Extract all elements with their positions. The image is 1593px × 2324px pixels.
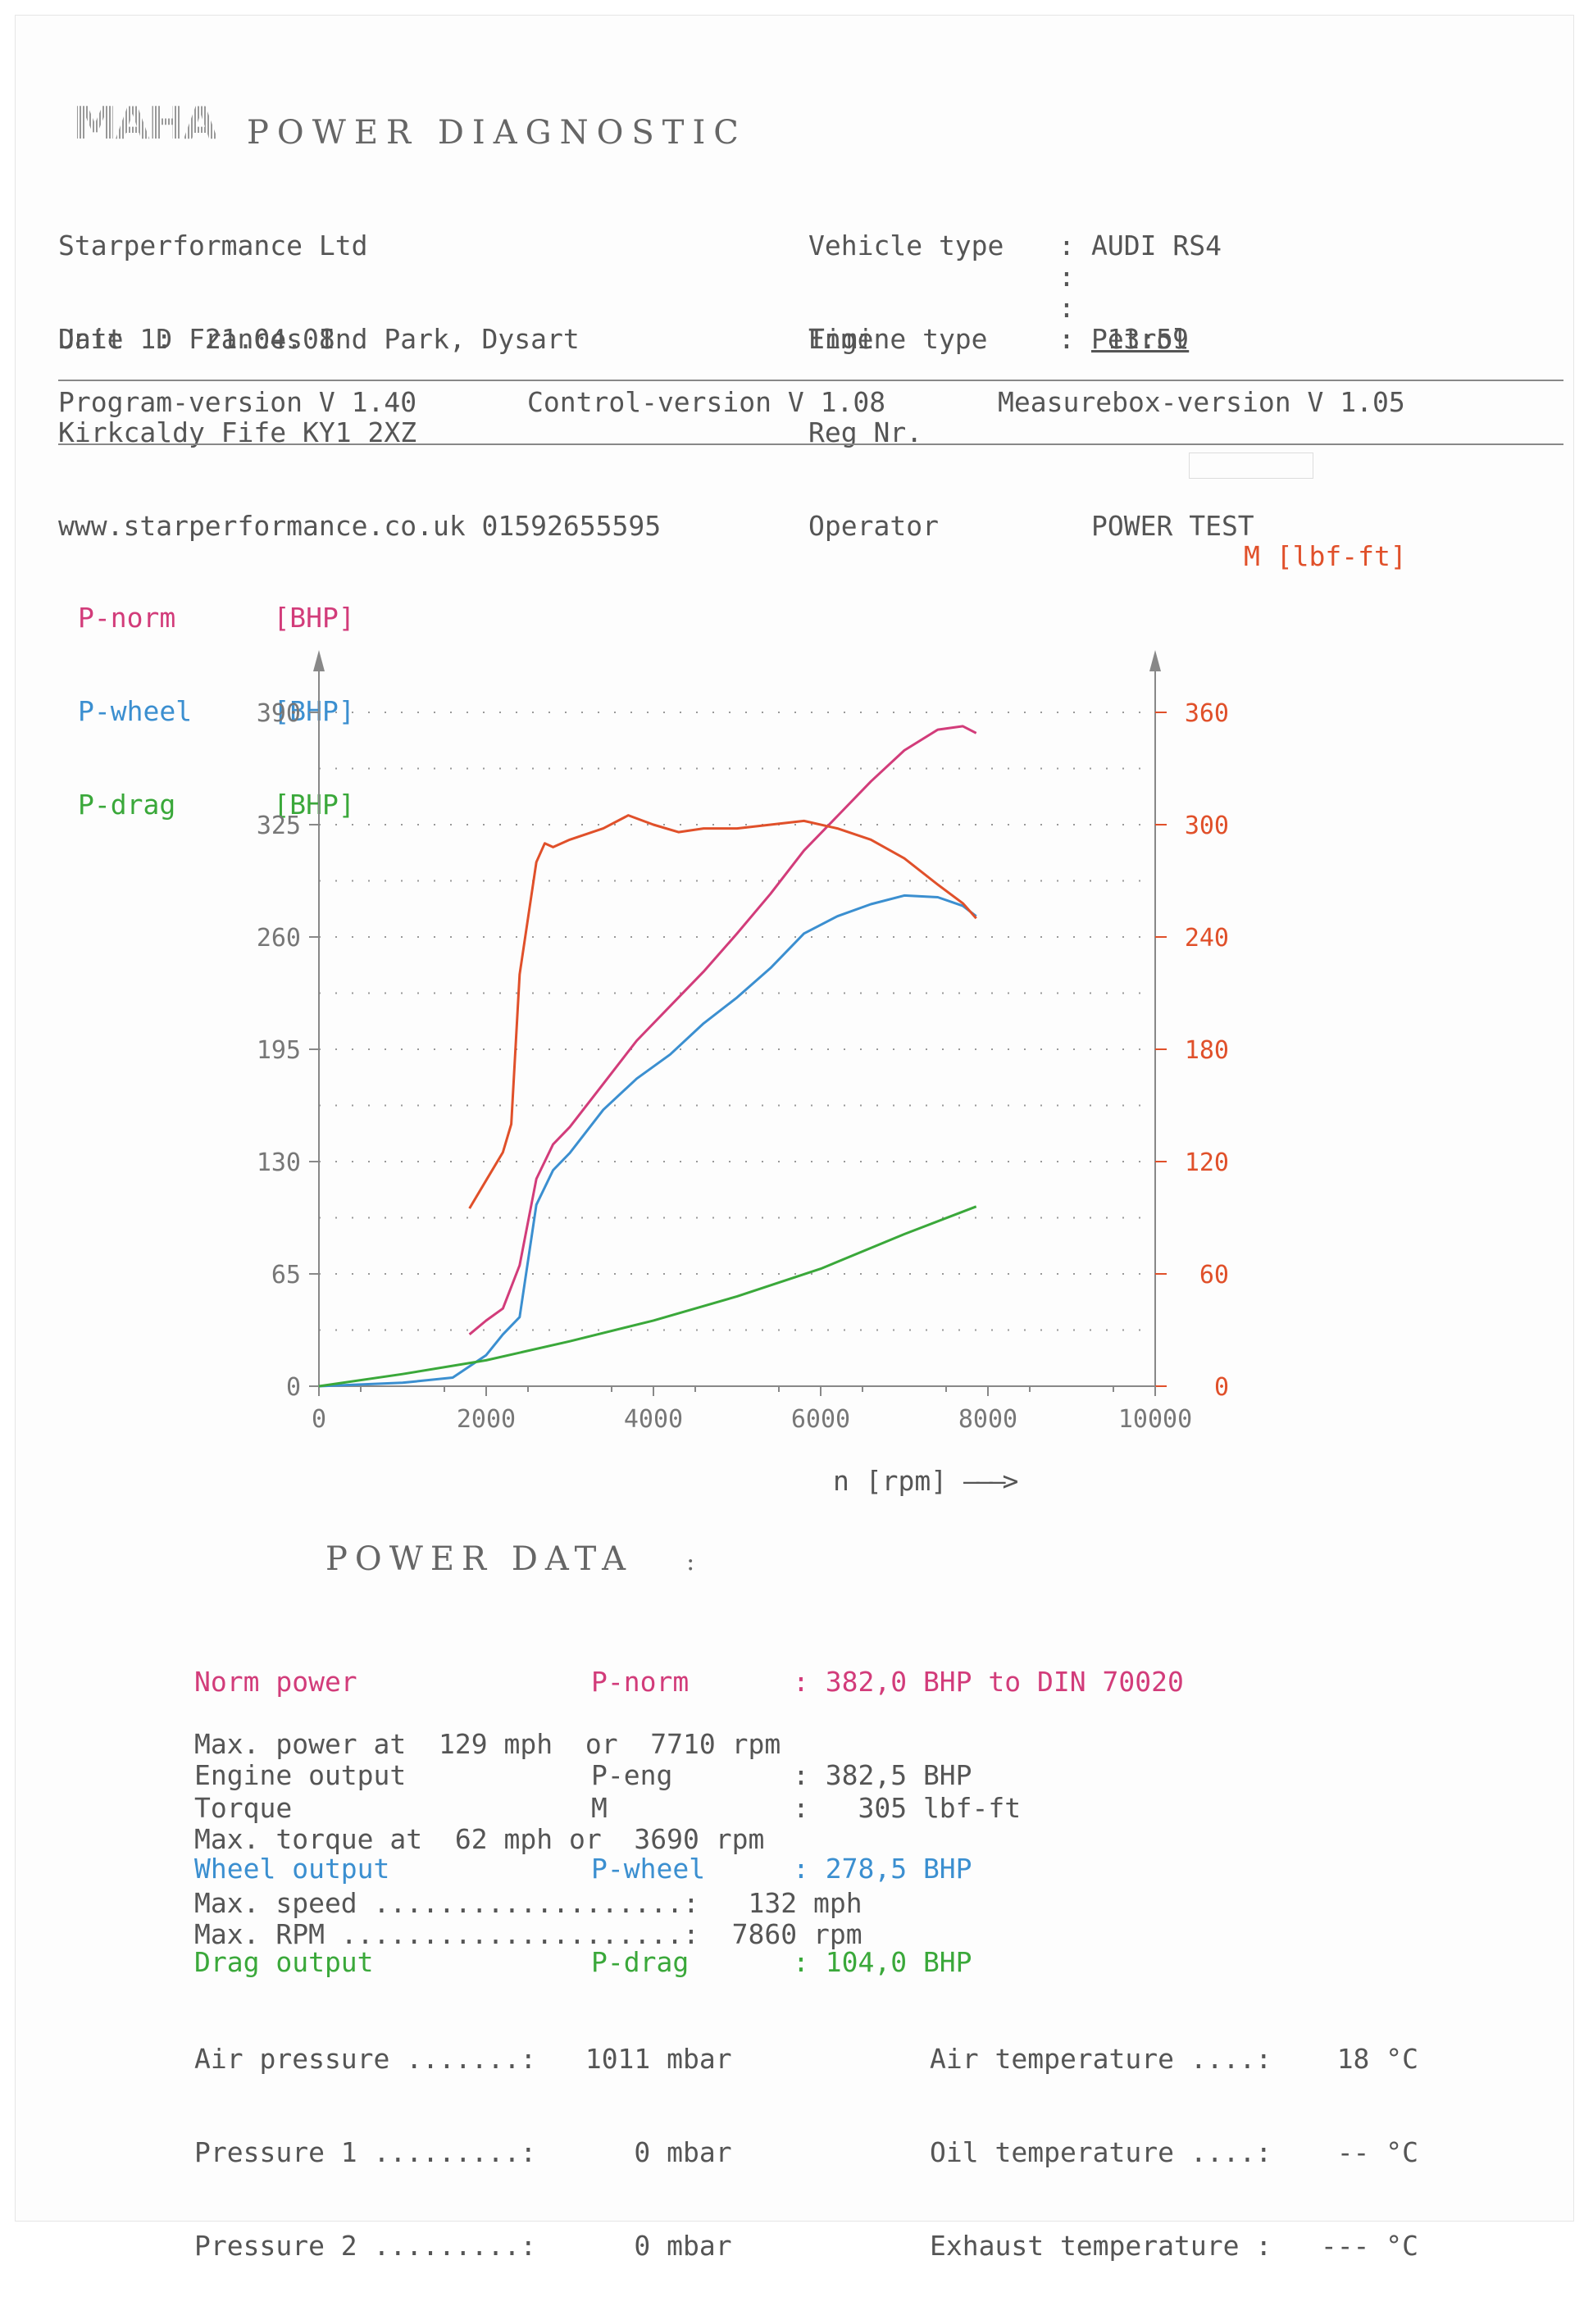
date-row: Date : 21.04.08 xyxy=(58,323,335,355)
engine-type-label: Engine type xyxy=(808,323,988,355)
y-tick-label-right: 300 xyxy=(1185,812,1229,840)
series-line-p-drag xyxy=(318,1205,977,1388)
date-value: 21.04.08 xyxy=(204,323,335,355)
dyno-report-sheet: MAHA POWER DIAGNOSTIC Starperformance Lt… xyxy=(15,15,1574,2262)
norm-power-value: : 382,0 BHP to DIN 70020 xyxy=(793,1666,1184,1698)
vehicle-colons: :::: xyxy=(1058,230,1075,355)
y-tick-label-left: 195 xyxy=(257,1036,301,1065)
y-tick-label-right: 180 xyxy=(1185,1036,1229,1065)
temperature-block: Air temperature ....: 18 °C Oil temperat… xyxy=(930,1981,1418,2324)
series-line-p-norm xyxy=(468,725,977,1335)
operator-label: Operator xyxy=(808,510,939,542)
x-tick-label: 6000 xyxy=(791,1405,850,1434)
dyno-chart: 0 65 130 195 260 325 390 0 60 120 180 240 300 360 0 200… xyxy=(257,650,1229,1434)
x-tick-label: 10000 xyxy=(1118,1405,1192,1434)
control-version: Control-version V 1.08 xyxy=(527,386,886,418)
vehicle-type-label: Vehicle type xyxy=(808,230,1004,262)
time-value: 13:59 xyxy=(1107,323,1189,355)
air-temperature-line: Air temperature ....: 18 °C xyxy=(930,2043,1419,2075)
y-tick-label-left: 325 xyxy=(257,812,301,840)
program-version: Program-version V 1.40 xyxy=(58,386,417,418)
max-speed-line: Max. speed ...................: 132 mph xyxy=(194,1887,862,1919)
company-name: Starperformance Ltd xyxy=(58,230,368,262)
y-tick-label-right: 60 xyxy=(1199,1261,1229,1289)
vehicle-labels: Vehicle type Engine type Reg Nr. Operato… xyxy=(808,168,1004,604)
pressure1-line: Pressure 1 .........: 0 mbar xyxy=(194,2136,732,2168)
pressure2-line: Pressure 2 .........: 0 mbar xyxy=(194,2230,732,2262)
date-label: Date xyxy=(58,323,124,355)
y-tick-label-left: 260 xyxy=(257,924,301,953)
max-torque-line: Max. torque at 62 mph or 3690 rpm xyxy=(194,1823,765,1855)
y-tick-label-right: 240 xyxy=(1185,924,1229,953)
wheel-output-label: Wheel output xyxy=(194,1853,390,1885)
max-power-line: Max. power at 129 mph or 7710 rpm xyxy=(194,1728,781,1760)
torque-label: Torque xyxy=(194,1792,293,1824)
x-tick-label: 4000 xyxy=(624,1405,683,1434)
chart-grid xyxy=(319,712,1155,1331)
measurebox-version: Measurebox-version V 1.05 xyxy=(998,386,1405,418)
power-data-symbols: P-norm P-eng P-wheel P-drag xyxy=(591,1604,705,2040)
torque-axis-label: M [lbf-ft] xyxy=(1244,540,1407,572)
y-tick-label-left: 130 xyxy=(257,1148,301,1177)
y-tick-label-right: 120 xyxy=(1185,1148,1229,1177)
vehicle-values: AUDI RS4 Petrol POWER TEST xyxy=(1091,168,1314,604)
drag-output-symbol: P-drag xyxy=(591,1946,690,1978)
rule-bottom xyxy=(58,443,1563,445)
vehicle-type-value: AUDI RS4 xyxy=(1091,230,1222,262)
y-axis-left-arrow xyxy=(313,650,325,671)
pressure-block: Air pressure .......: 1011 mbar Pressure… xyxy=(194,1981,732,2324)
power-data-labels: Norm power Engine output Wheel output Dr… xyxy=(194,1604,406,2040)
air-pressure-line: Air pressure .......: 1011 mbar xyxy=(194,2043,732,2075)
drag-output-label: Drag output xyxy=(194,1946,374,1978)
time-label: Time xyxy=(808,323,874,355)
engine-output-symbol: P-eng xyxy=(591,1759,673,1791)
y-tick-label-left: 65 xyxy=(271,1261,301,1289)
company-address: Unit 1D Frances Ind Park, Dysart xyxy=(58,323,580,355)
y-tick-label-left: 0 xyxy=(286,1373,301,1402)
series-line-m xyxy=(468,814,977,1209)
company-city: Kirkcaldy Fife KY1 2XZ xyxy=(58,416,417,448)
series-line-p-wheel xyxy=(318,894,977,1388)
power-data-title: POWER DATA : xyxy=(325,1540,695,1578)
torque-value: : 305 lbf-ft xyxy=(793,1792,1022,1824)
chart-legend: P-norm [BHP] P-wheel [BHP] P-drag [BHP] xyxy=(78,540,355,883)
legend-pdrag: P-drag [BHP] xyxy=(78,789,355,821)
engine-output-label: Engine output xyxy=(194,1759,407,1791)
reg-label: Reg Nr. xyxy=(808,416,923,448)
reg-value xyxy=(1091,417,1314,479)
x-tick-label: 8000 xyxy=(958,1405,1017,1434)
wheel-output-value: : 278,5 BHP xyxy=(793,1853,972,1885)
company-block: Starperformance Ltd Unit 1D Frances Ind … xyxy=(58,168,661,604)
engine-output-value: : 382,5 BHP xyxy=(793,1759,972,1791)
company-web-phone: www.starperformance.co.uk 01592655595 xyxy=(58,510,662,542)
report-title: POWER DIAGNOSTIC xyxy=(247,114,747,152)
power-data-values: : 382,0 BHP to DIN 70020 : 382,5 BHP : 2… xyxy=(793,1604,1184,2040)
y-axis-right-arrow xyxy=(1149,650,1161,671)
chart-ticks: 0 65 130 195 260 325 390 0 60 120 180 240 300 360 0 200… xyxy=(257,699,1229,1434)
max-rpm-line: Max. RPM .....................: 7860 rpm xyxy=(194,1918,862,1950)
chart-axes xyxy=(313,650,1161,1387)
maha-logo: MAHA xyxy=(73,98,218,149)
engine-type-value: Petrol xyxy=(1091,323,1190,355)
legend-pwheel: P-wheel [BHP] xyxy=(78,695,355,727)
norm-power-symbol: P-norm xyxy=(591,1666,690,1698)
y-tick-label-right: 360 xyxy=(1185,699,1229,728)
exhaust-temperature-line: Exhaust temperature : --- °C xyxy=(930,2230,1419,2262)
y-tick-label-right: 0 xyxy=(1214,1373,1229,1402)
time-row: : 13:59 xyxy=(1058,323,1189,355)
wheel-output-symbol: P-wheel xyxy=(591,1853,706,1885)
torque-symbol: M xyxy=(591,1792,608,1824)
operator-value: POWER TEST xyxy=(1091,510,1254,542)
oil-temperature-line: Oil temperature ....: -- °C xyxy=(930,2136,1419,2168)
drag-output-value: : 104,0 BHP xyxy=(793,1946,972,1978)
x-axis-label: n [rpm] ———> xyxy=(833,1465,1018,1497)
x-tick-label: 0 xyxy=(312,1405,326,1434)
legend-pnorm: P-norm [BHP] xyxy=(78,602,355,634)
rule-top xyxy=(58,380,1563,381)
x-tick-label: 2000 xyxy=(457,1405,516,1434)
norm-power-label: Norm power xyxy=(194,1666,357,1698)
y-tick-label-left: 390 xyxy=(257,699,301,728)
chart-series xyxy=(318,725,977,1388)
